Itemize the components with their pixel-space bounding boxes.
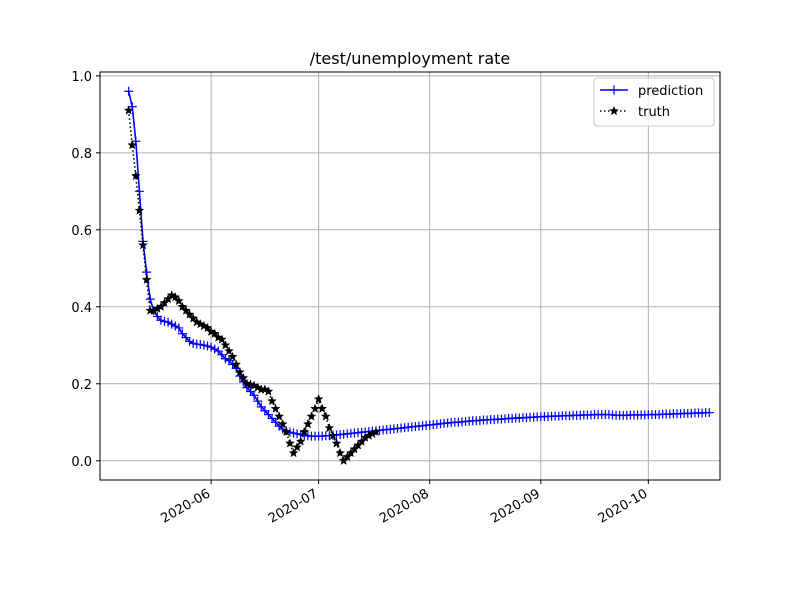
data-point — [263, 386, 274, 396]
data-point — [317, 403, 328, 414]
y-tick-label: 0.0 — [71, 455, 92, 470]
data-point — [209, 328, 220, 338]
data-point — [231, 359, 242, 369]
data-point — [174, 323, 184, 333]
series-truth — [123, 105, 381, 465]
series-prediction — [124, 86, 714, 441]
data-point — [173, 295, 184, 306]
y-tick-label: 0.6 — [71, 224, 92, 239]
data-point — [270, 403, 281, 414]
data-point — [292, 442, 303, 452]
data-point — [227, 351, 238, 362]
data-point — [274, 411, 285, 421]
y-tick-label: 0.4 — [71, 301, 92, 316]
data-point — [313, 393, 324, 404]
data-point — [220, 340, 231, 350]
data-point — [299, 426, 310, 437]
data-point — [170, 291, 181, 302]
data-point — [202, 322, 213, 333]
data-point — [704, 408, 714, 418]
data-point — [284, 438, 295, 448]
data-point — [188, 313, 199, 323]
data-point — [335, 447, 346, 458]
data-point — [295, 436, 306, 446]
data-point — [127, 139, 138, 150]
data-point — [145, 294, 155, 304]
y-tick-label: 1.0 — [71, 70, 92, 85]
data-point — [181, 305, 191, 315]
legend-label: prediction — [638, 84, 703, 99]
data-point — [224, 345, 234, 356]
data-point — [281, 426, 292, 437]
legend-label: truth — [638, 105, 670, 120]
data-point — [249, 390, 259, 400]
legend-marker — [609, 85, 619, 95]
legend-marker — [609, 105, 619, 116]
data-point — [184, 309, 195, 319]
data-point — [234, 367, 245, 377]
data-point — [324, 422, 335, 433]
data-point — [267, 395, 277, 406]
legend-entry-prediction: prediction — [600, 84, 703, 99]
data-point — [123, 105, 134, 115]
y-tick-label: 0.8 — [71, 147, 92, 162]
legend-entry-truth: truth — [600, 105, 670, 120]
series-layer — [123, 86, 714, 465]
chart-title: /test/unemployment rate — [310, 49, 511, 68]
data-point — [130, 170, 141, 181]
data-point — [134, 186, 144, 196]
data-point — [141, 274, 152, 285]
data-point — [370, 426, 381, 437]
data-point — [216, 334, 227, 344]
data-point — [253, 396, 263, 406]
legend: prediction truth — [593, 77, 715, 127]
data-point — [331, 438, 342, 448]
data-point — [124, 86, 134, 96]
plot-frame — [99, 71, 721, 481]
data-point — [302, 418, 313, 429]
data-point — [277, 418, 288, 429]
data-point — [134, 205, 145, 215]
data-point — [288, 447, 299, 458]
data-point — [177, 301, 188, 312]
y-tick-label: 0.2 — [71, 378, 92, 393]
data-point — [306, 411, 317, 421]
data-point — [320, 411, 331, 421]
data-point — [238, 372, 249, 383]
data-point — [327, 430, 338, 440]
data-point — [138, 240, 148, 250]
